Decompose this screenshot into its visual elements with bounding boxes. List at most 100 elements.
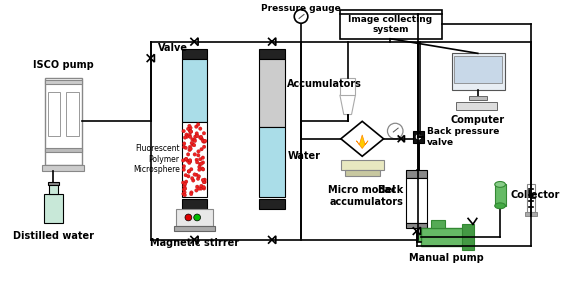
Text: Collector: Collector (511, 190, 560, 200)
Circle shape (197, 154, 200, 157)
Text: Image collecting
system: Image collecting system (348, 14, 433, 34)
Circle shape (202, 145, 206, 149)
Bar (181, 199, 207, 209)
Circle shape (188, 161, 191, 164)
Circle shape (188, 129, 192, 132)
Text: Distilled water: Distilled water (13, 231, 94, 241)
Circle shape (196, 123, 200, 126)
Bar (174, 226, 215, 231)
Circle shape (187, 170, 191, 173)
Circle shape (201, 167, 204, 170)
Text: Pressure gauge: Pressure gauge (261, 4, 341, 13)
Circle shape (182, 192, 185, 196)
Circle shape (187, 153, 190, 156)
Bar (527, 184, 535, 212)
Circle shape (187, 175, 190, 178)
Circle shape (193, 138, 196, 142)
Ellipse shape (495, 203, 505, 209)
Circle shape (182, 129, 185, 133)
Circle shape (201, 168, 205, 171)
Bar (526, 212, 537, 215)
Circle shape (194, 214, 201, 221)
Circle shape (202, 187, 206, 190)
Bar (345, 170, 380, 176)
Circle shape (203, 140, 206, 143)
Circle shape (189, 130, 192, 133)
Circle shape (192, 144, 196, 147)
Circle shape (191, 177, 194, 180)
Circle shape (183, 145, 186, 149)
Bar (181, 49, 207, 59)
Bar (406, 178, 428, 223)
Circle shape (188, 145, 192, 149)
Circle shape (188, 129, 192, 133)
Text: Computer: Computer (451, 114, 505, 125)
Circle shape (416, 135, 421, 139)
Circle shape (184, 180, 188, 183)
Circle shape (188, 148, 191, 152)
Bar (421, 228, 472, 246)
Circle shape (193, 139, 197, 143)
Circle shape (198, 127, 202, 130)
Bar (181, 122, 207, 197)
Bar (42, 165, 84, 171)
Circle shape (202, 139, 205, 142)
Circle shape (189, 168, 193, 171)
Circle shape (195, 134, 198, 137)
Bar (462, 224, 474, 250)
Circle shape (183, 182, 187, 186)
Text: Accumulators: Accumulators (287, 80, 362, 89)
Bar (259, 127, 285, 197)
Circle shape (189, 130, 193, 133)
Bar (469, 96, 486, 100)
Circle shape (185, 135, 189, 138)
Text: Back pressure
valve: Back pressure valve (428, 127, 500, 147)
Circle shape (190, 141, 193, 145)
Text: Micro model: Micro model (328, 185, 396, 195)
Circle shape (193, 173, 196, 176)
Circle shape (183, 136, 187, 139)
Text: Fluorescent
Polymer
Microsphere: Fluorescent Polymer Microsphere (133, 144, 180, 174)
Circle shape (203, 180, 206, 184)
Circle shape (199, 135, 203, 138)
Bar (45, 78, 82, 165)
Circle shape (196, 134, 199, 138)
Circle shape (194, 189, 198, 192)
Text: Back
accumulators: Back accumulators (329, 185, 403, 207)
Bar (340, 78, 356, 95)
Bar (176, 209, 213, 226)
Bar (417, 233, 421, 241)
Circle shape (189, 126, 192, 130)
Bar (456, 102, 497, 110)
Bar (44, 194, 63, 223)
Circle shape (202, 140, 205, 143)
Circle shape (183, 185, 186, 188)
Circle shape (194, 173, 198, 177)
Bar (48, 182, 59, 185)
Bar (259, 59, 285, 127)
Circle shape (188, 133, 191, 137)
Circle shape (188, 124, 191, 128)
Text: ISCO pump: ISCO pump (33, 60, 94, 70)
Circle shape (182, 165, 186, 168)
Bar (259, 49, 285, 59)
Bar (341, 160, 384, 170)
Circle shape (183, 193, 187, 197)
Circle shape (200, 184, 203, 188)
Circle shape (192, 179, 195, 182)
Circle shape (198, 157, 202, 161)
Text: Manual pump: Manual pump (409, 254, 484, 263)
Circle shape (187, 169, 191, 173)
Bar (431, 220, 445, 228)
Circle shape (191, 138, 194, 141)
Bar (495, 184, 506, 206)
Circle shape (181, 181, 185, 184)
Circle shape (202, 180, 206, 184)
Bar (49, 184, 58, 194)
Circle shape (181, 159, 185, 162)
Bar (66, 92, 79, 136)
Circle shape (194, 125, 198, 128)
Bar (181, 59, 207, 122)
Circle shape (200, 137, 204, 140)
Circle shape (184, 173, 188, 177)
